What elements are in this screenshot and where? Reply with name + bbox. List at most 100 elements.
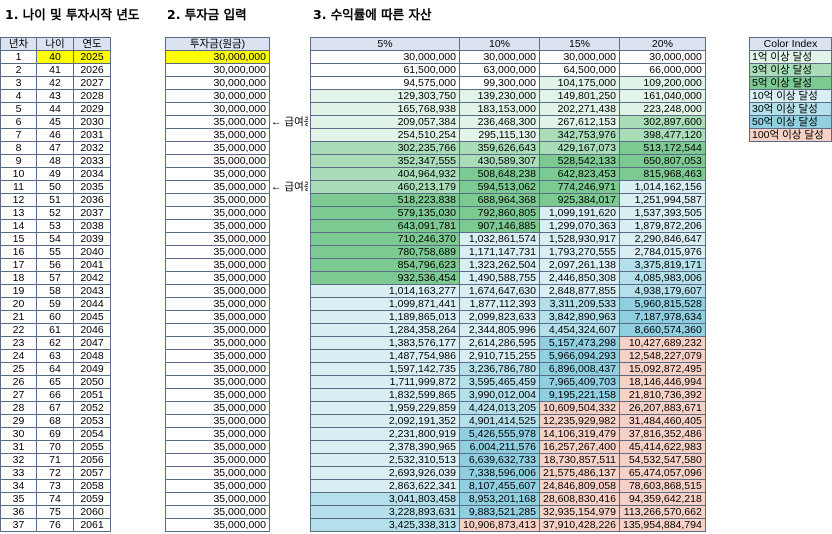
asset-cell-20[interactable]: 398,477,120 bbox=[619, 128, 706, 142]
year-number-cell[interactable]: 15 bbox=[0, 232, 37, 246]
year-number-cell[interactable]: 34 bbox=[0, 479, 37, 493]
asset-cell-20[interactable]: 8,660,574,360 bbox=[619, 323, 706, 337]
asset-cell-15[interactable]: 18,730,857,511 bbox=[539, 453, 620, 467]
asset-cell-10[interactable]: 508,648,238 bbox=[459, 167, 540, 181]
asset-cell-10[interactable]: 3,990,012,004 bbox=[459, 388, 540, 402]
year-cell[interactable]: 2041 bbox=[73, 258, 111, 272]
age-cell[interactable]: 62 bbox=[36, 336, 74, 350]
asset-cell-20[interactable]: 78,603,868,515 bbox=[619, 479, 706, 493]
year-number-cell[interactable]: 30 bbox=[0, 427, 37, 441]
principal-cell[interactable]: 35,000,000 bbox=[165, 232, 270, 246]
principal-cell[interactable]: 30,000,000 bbox=[165, 76, 270, 90]
asset-cell-10[interactable]: 792,860,805 bbox=[459, 206, 540, 220]
asset-cell-20[interactable]: 10,427,689,232 bbox=[619, 336, 706, 350]
year-number-cell[interactable]: 19 bbox=[0, 284, 37, 298]
asset-cell-5[interactable]: 1,487,754,986 bbox=[310, 349, 460, 363]
principal-cell[interactable]: 35,000,000 bbox=[165, 466, 270, 480]
asset-cell-10[interactable]: 1,674,647,630 bbox=[459, 284, 540, 298]
asset-cell-10[interactable]: 594,513,062 bbox=[459, 180, 540, 194]
asset-cell-5[interactable]: 254,510,254 bbox=[310, 128, 460, 142]
asset-cell-15[interactable]: 24,846,809,058 bbox=[539, 479, 620, 493]
asset-cell-10[interactable]: 2,614,286,595 bbox=[459, 336, 540, 350]
principal-cell[interactable]: 30,000,000 bbox=[165, 63, 270, 77]
age-cell[interactable]: 56 bbox=[36, 258, 74, 272]
asset-cell-20[interactable]: 113,266,570,662 bbox=[619, 505, 706, 519]
year-cell[interactable]: 2030 bbox=[73, 115, 111, 129]
asset-cell-15[interactable]: 16,257,267,400 bbox=[539, 440, 620, 454]
principal-cell[interactable]: 30,000,000 bbox=[165, 50, 270, 64]
asset-cell-20[interactable]: 15,092,872,495 bbox=[619, 362, 706, 376]
asset-cell-10[interactable]: 3,236,786,780 bbox=[459, 362, 540, 376]
year-cell[interactable]: 2029 bbox=[73, 102, 111, 116]
asset-cell-15[interactable]: 925,384,017 bbox=[539, 193, 620, 207]
year-cell[interactable]: 2043 bbox=[73, 284, 111, 298]
asset-cell-10[interactable]: 1,490,588,755 bbox=[459, 271, 540, 285]
asset-cell-15[interactable]: 6,896,008,437 bbox=[539, 362, 620, 376]
age-cell[interactable]: 73 bbox=[36, 479, 74, 493]
age-cell[interactable]: 74 bbox=[36, 492, 74, 506]
asset-cell-15[interactable]: 2,097,261,138 bbox=[539, 258, 620, 272]
asset-cell-5[interactable]: 2,863,622,341 bbox=[310, 479, 460, 493]
asset-cell-10[interactable]: 7,338,596,006 bbox=[459, 466, 540, 480]
year-number-cell[interactable]: 32 bbox=[0, 453, 37, 467]
asset-cell-20[interactable]: 94,359,642,218 bbox=[619, 492, 706, 506]
asset-cell-20[interactable]: 5,960,815,528 bbox=[619, 297, 706, 311]
year-cell[interactable]: 2056 bbox=[73, 453, 111, 467]
year-number-cell[interactable]: 18 bbox=[0, 271, 37, 285]
asset-cell-10[interactable]: 6,639,632,733 bbox=[459, 453, 540, 467]
year-number-cell[interactable]: 1 bbox=[0, 50, 37, 64]
principal-cell[interactable]: 35,000,000 bbox=[165, 180, 270, 194]
asset-cell-20[interactable]: 4,938,179,607 bbox=[619, 284, 706, 298]
asset-cell-20[interactable]: 2,784,015,976 bbox=[619, 245, 706, 259]
asset-cell-10[interactable]: 63,000,000 bbox=[459, 63, 540, 77]
age-cell[interactable]: 45 bbox=[36, 115, 74, 129]
principal-cell[interactable]: 35,000,000 bbox=[165, 219, 270, 233]
year-number-cell[interactable]: 37 bbox=[0, 518, 37, 532]
asset-cell-15[interactable]: 64,500,000 bbox=[539, 63, 620, 77]
asset-cell-15[interactable]: 12,235,929,982 bbox=[539, 414, 620, 428]
principal-cell[interactable]: 35,000,000 bbox=[165, 479, 270, 493]
year-cell[interactable]: 2049 bbox=[73, 362, 111, 376]
year-cell[interactable]: 2042 bbox=[73, 271, 111, 285]
asset-cell-15[interactable]: 28,608,830,416 bbox=[539, 492, 620, 506]
asset-cell-10[interactable]: 295,115,130 bbox=[459, 128, 540, 142]
year-number-cell[interactable]: 27 bbox=[0, 388, 37, 402]
asset-cell-5[interactable]: 460,213,179 bbox=[310, 180, 460, 194]
year-cell[interactable]: 2052 bbox=[73, 401, 111, 415]
year-number-cell[interactable]: 5 bbox=[0, 102, 37, 116]
asset-cell-10[interactable]: 2,099,823,633 bbox=[459, 310, 540, 324]
asset-cell-15[interactable]: 37,910,428,226 bbox=[539, 518, 620, 532]
asset-cell-15[interactable]: 9,195,221,158 bbox=[539, 388, 620, 402]
asset-cell-20[interactable]: 21,810,736,392 bbox=[619, 388, 706, 402]
principal-cell[interactable]: 30,000,000 bbox=[165, 89, 270, 103]
asset-cell-15[interactable]: 10,609,504,332 bbox=[539, 401, 620, 415]
age-cell[interactable]: 72 bbox=[36, 466, 74, 480]
asset-cell-5[interactable]: 3,041,803,458 bbox=[310, 492, 460, 506]
asset-cell-20[interactable]: 30,000,000 bbox=[619, 50, 706, 64]
age-cell[interactable]: 61 bbox=[36, 323, 74, 337]
age-cell[interactable]: 47 bbox=[36, 141, 74, 155]
year-number-cell[interactable]: 3 bbox=[0, 76, 37, 90]
year-cell[interactable]: 2051 bbox=[73, 388, 111, 402]
asset-cell-10[interactable]: 5,426,555,978 bbox=[459, 427, 540, 441]
year-cell[interactable]: 2060 bbox=[73, 505, 111, 519]
asset-cell-20[interactable]: 135,954,884,794 bbox=[619, 518, 706, 532]
asset-cell-20[interactable]: 513,172,544 bbox=[619, 141, 706, 155]
asset-cell-15[interactable]: 14,106,319,479 bbox=[539, 427, 620, 441]
year-number-cell[interactable]: 11 bbox=[0, 180, 37, 194]
year-number-cell[interactable]: 9 bbox=[0, 154, 37, 168]
year-number-cell[interactable]: 7 bbox=[0, 128, 37, 142]
asset-cell-5[interactable]: 94,575,000 bbox=[310, 76, 460, 90]
year-cell[interactable]: 2048 bbox=[73, 349, 111, 363]
asset-cell-15[interactable]: 528,542,133 bbox=[539, 154, 620, 168]
year-number-cell[interactable]: 4 bbox=[0, 89, 37, 103]
asset-cell-15[interactable]: 1,299,070,363 bbox=[539, 219, 620, 233]
year-number-cell[interactable]: 23 bbox=[0, 336, 37, 350]
asset-cell-15[interactable]: 2,848,877,855 bbox=[539, 284, 620, 298]
asset-cell-10[interactable]: 8,953,201,168 bbox=[459, 492, 540, 506]
asset-cell-5[interactable]: 129,303,750 bbox=[310, 89, 460, 103]
asset-cell-5[interactable]: 3,425,338,313 bbox=[310, 518, 460, 532]
asset-cell-5[interactable]: 1,099,871,441 bbox=[310, 297, 460, 311]
age-cell[interactable]: 64 bbox=[36, 362, 74, 376]
year-number-cell[interactable]: 17 bbox=[0, 258, 37, 272]
